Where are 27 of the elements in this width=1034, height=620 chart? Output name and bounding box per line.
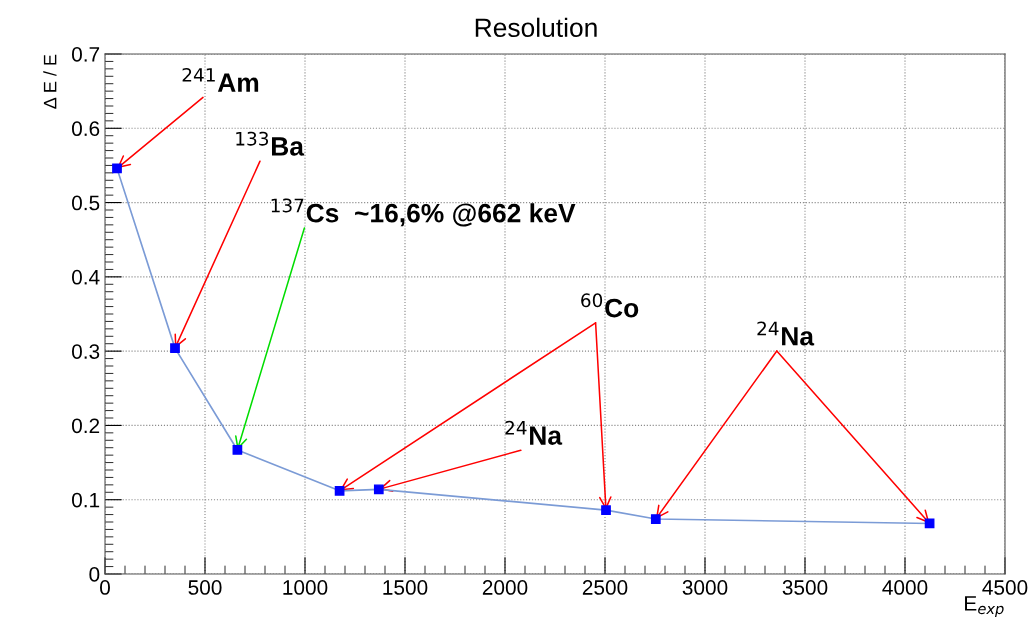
y-axis-title: Δ E / E	[43, 54, 57, 109]
x-tick-label: 0	[100, 580, 110, 595]
x-tick-label: 2500	[582, 580, 628, 595]
annotation: $^{137}$Cs ~16,6% @662 keV	[271, 198, 576, 227]
y-tick-label: 0.5	[71, 195, 100, 211]
annotation: $^{60}$Co	[581, 293, 639, 318]
y-tick-label: 0.6	[71, 121, 100, 137]
x-axis-title: E$_{exp}$	[965, 596, 1004, 617]
y-tick-label: 0.2	[71, 418, 100, 434]
x-tick-label: 1000	[283, 580, 328, 595]
annotation: $^{24}$Na	[505, 420, 563, 445]
x-tick-label: 3000	[682, 580, 728, 595]
annotation: $^{133}$Ba	[236, 131, 305, 156]
y-tick-label: 0.4	[71, 269, 100, 285]
chart-title: Resolution	[475, 17, 597, 38]
y-tick-label: 0.7	[71, 47, 100, 62]
x-tick-label: 2000	[482, 580, 528, 595]
x-tick-label: 4500	[982, 580, 1028, 595]
x-tick-label: 500	[188, 580, 222, 595]
x-tick-label: 4000	[882, 580, 928, 595]
y-tick-label: 0	[89, 567, 100, 582]
annotation: $^{24}$Na	[757, 321, 815, 346]
x-tick-label: 1500	[383, 580, 428, 595]
y-tick-label: 0.1	[71, 492, 100, 508]
annotation: $^{241}$Am	[182, 67, 259, 92]
x-tick-label: 3500	[782, 580, 828, 595]
y-tick-label: 0.3	[71, 344, 100, 359]
